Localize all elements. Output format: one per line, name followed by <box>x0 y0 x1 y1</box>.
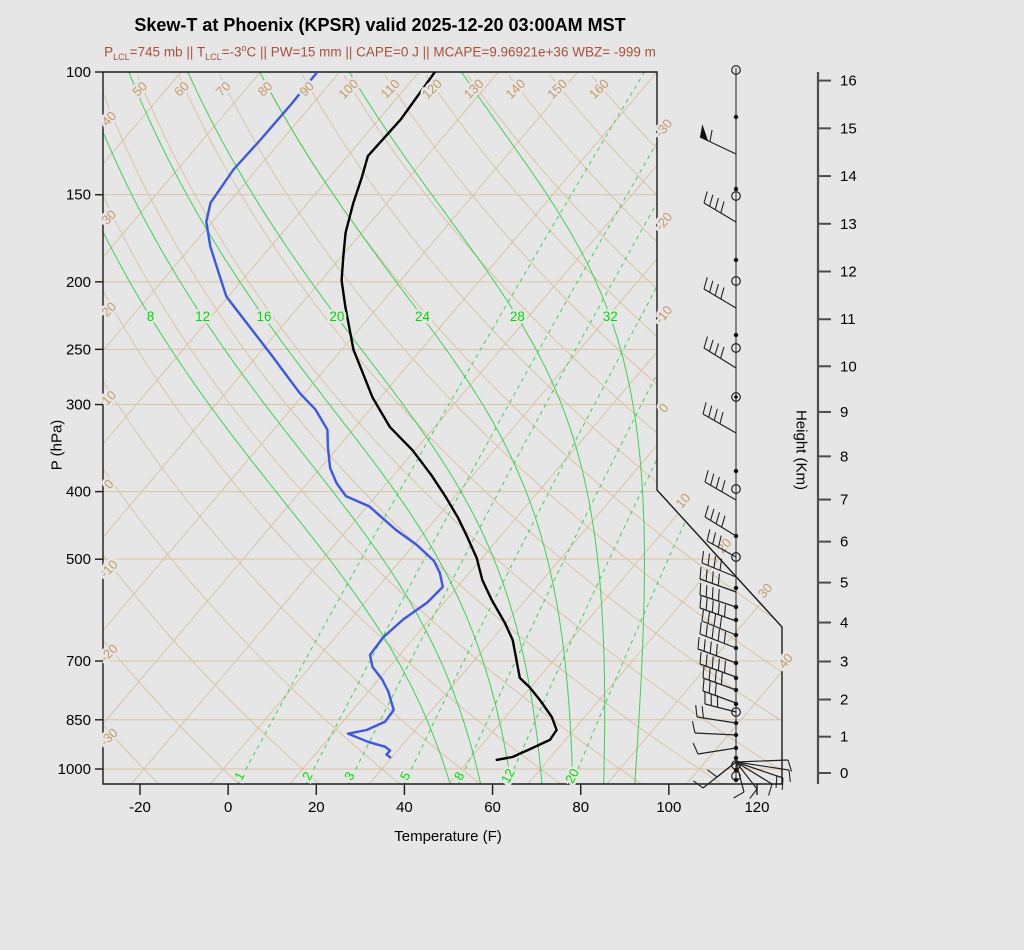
svg-text:24: 24 <box>415 309 431 324</box>
svg-text:20: 20 <box>329 309 344 324</box>
svg-text:30: 30 <box>755 580 776 601</box>
svg-text:150: 150 <box>544 76 570 102</box>
svg-text:32: 32 <box>603 309 618 324</box>
chart-subtitle: PLCL=745 mb || TLCL=-3oC || PW=15 mm || … <box>40 43 720 62</box>
svg-text:300: 300 <box>66 397 91 414</box>
svg-text:1: 1 <box>840 729 848 746</box>
isotherm-lines <box>103 72 782 784</box>
svg-text:-10: -10 <box>97 557 121 581</box>
svg-text:11: 11 <box>840 311 856 328</box>
svg-text:0: 0 <box>655 400 671 415</box>
svg-text:1000: 1000 <box>58 761 91 778</box>
svg-text:100: 100 <box>66 64 91 81</box>
svg-text:-20: -20 <box>129 799 151 816</box>
svg-text:-10: -10 <box>652 303 676 327</box>
svg-text:80: 80 <box>572 799 589 816</box>
svg-text:8: 8 <box>840 448 848 465</box>
svg-text:13: 13 <box>840 216 857 233</box>
svg-text:110: 110 <box>377 76 402 101</box>
svg-text:90: 90 <box>296 78 317 99</box>
svg-text:250: 250 <box>66 341 91 358</box>
subtitle-segment: o <box>241 43 247 53</box>
subtitle-segment: C || PW=15 mm || CAPE=0 J || MCAPE=9.969… <box>246 44 656 60</box>
subtitle-segment: =-3 <box>221 44 242 60</box>
svg-text:200: 200 <box>66 274 91 291</box>
temperature-curve <box>340 72 558 762</box>
svg-text:16: 16 <box>840 73 857 90</box>
dewpoint-curve <box>205 72 444 759</box>
svg-text:-30: -30 <box>97 725 121 749</box>
svg-text:15: 15 <box>840 120 857 137</box>
svg-text:160: 160 <box>586 76 612 102</box>
subtitle-segment: LCL <box>113 52 130 63</box>
svg-text:400: 400 <box>66 484 91 501</box>
svg-text:9: 9 <box>840 404 848 421</box>
svg-text:16: 16 <box>256 309 271 324</box>
svg-text:20: 20 <box>714 535 735 556</box>
dry-adiabat-lines <box>103 75 782 784</box>
svg-text:8: 8 <box>147 309 155 324</box>
svg-text:40: 40 <box>396 799 413 816</box>
subtitle-segment: P <box>104 44 114 60</box>
svg-text:120: 120 <box>419 76 445 102</box>
svg-text:120: 120 <box>744 799 769 816</box>
svg-text:5: 5 <box>840 575 848 592</box>
svg-text:2: 2 <box>299 769 316 782</box>
moist-adiabat-lines <box>103 72 645 784</box>
svg-text:0: 0 <box>224 799 232 816</box>
svg-text:-30: -30 <box>652 116 676 140</box>
svg-text:60: 60 <box>484 799 501 816</box>
plot-frame <box>102 71 783 785</box>
svg-text:20: 20 <box>308 799 325 816</box>
svg-text:4: 4 <box>840 615 848 632</box>
temperature-axis-label: Temperature (F) <box>394 828 502 845</box>
svg-text:14: 14 <box>840 168 857 185</box>
svg-text:30: 30 <box>98 207 119 228</box>
svg-text:700: 700 <box>66 653 91 670</box>
subtitle-segment: =745 mb || T <box>129 44 206 60</box>
chart-title: Skew-T at Phoenix (KPSR) valid 2025-12-2… <box>134 15 626 35</box>
svg-text:100: 100 <box>656 799 681 816</box>
svg-text:0: 0 <box>840 765 848 782</box>
svg-text:130: 130 <box>461 76 487 102</box>
svg-text:3: 3 <box>341 769 358 782</box>
subtitle-segment: LCL <box>205 52 222 63</box>
wind-barb-column <box>691 65 793 799</box>
svg-text:7: 7 <box>840 492 848 509</box>
svg-text:12: 12 <box>195 309 210 324</box>
svg-text:10: 10 <box>840 358 857 375</box>
svg-text:3: 3 <box>840 654 848 671</box>
svg-text:6: 6 <box>840 534 848 551</box>
svg-text:10: 10 <box>673 490 694 511</box>
svg-text:2: 2 <box>840 692 848 709</box>
svg-text:850: 850 <box>66 712 91 729</box>
svg-text:20: 20 <box>98 299 119 320</box>
svg-text:12: 12 <box>840 264 857 281</box>
svg-text:28: 28 <box>510 309 525 324</box>
svg-text:40: 40 <box>775 650 796 671</box>
svg-text:1: 1 <box>231 769 248 782</box>
svg-text:-20: -20 <box>652 209 676 233</box>
svg-text:150: 150 <box>66 187 91 204</box>
svg-text:5: 5 <box>397 769 414 782</box>
svg-text:140: 140 <box>502 76 528 102</box>
pressure-gridlines <box>103 194 782 770</box>
svg-text:500: 500 <box>66 551 91 568</box>
